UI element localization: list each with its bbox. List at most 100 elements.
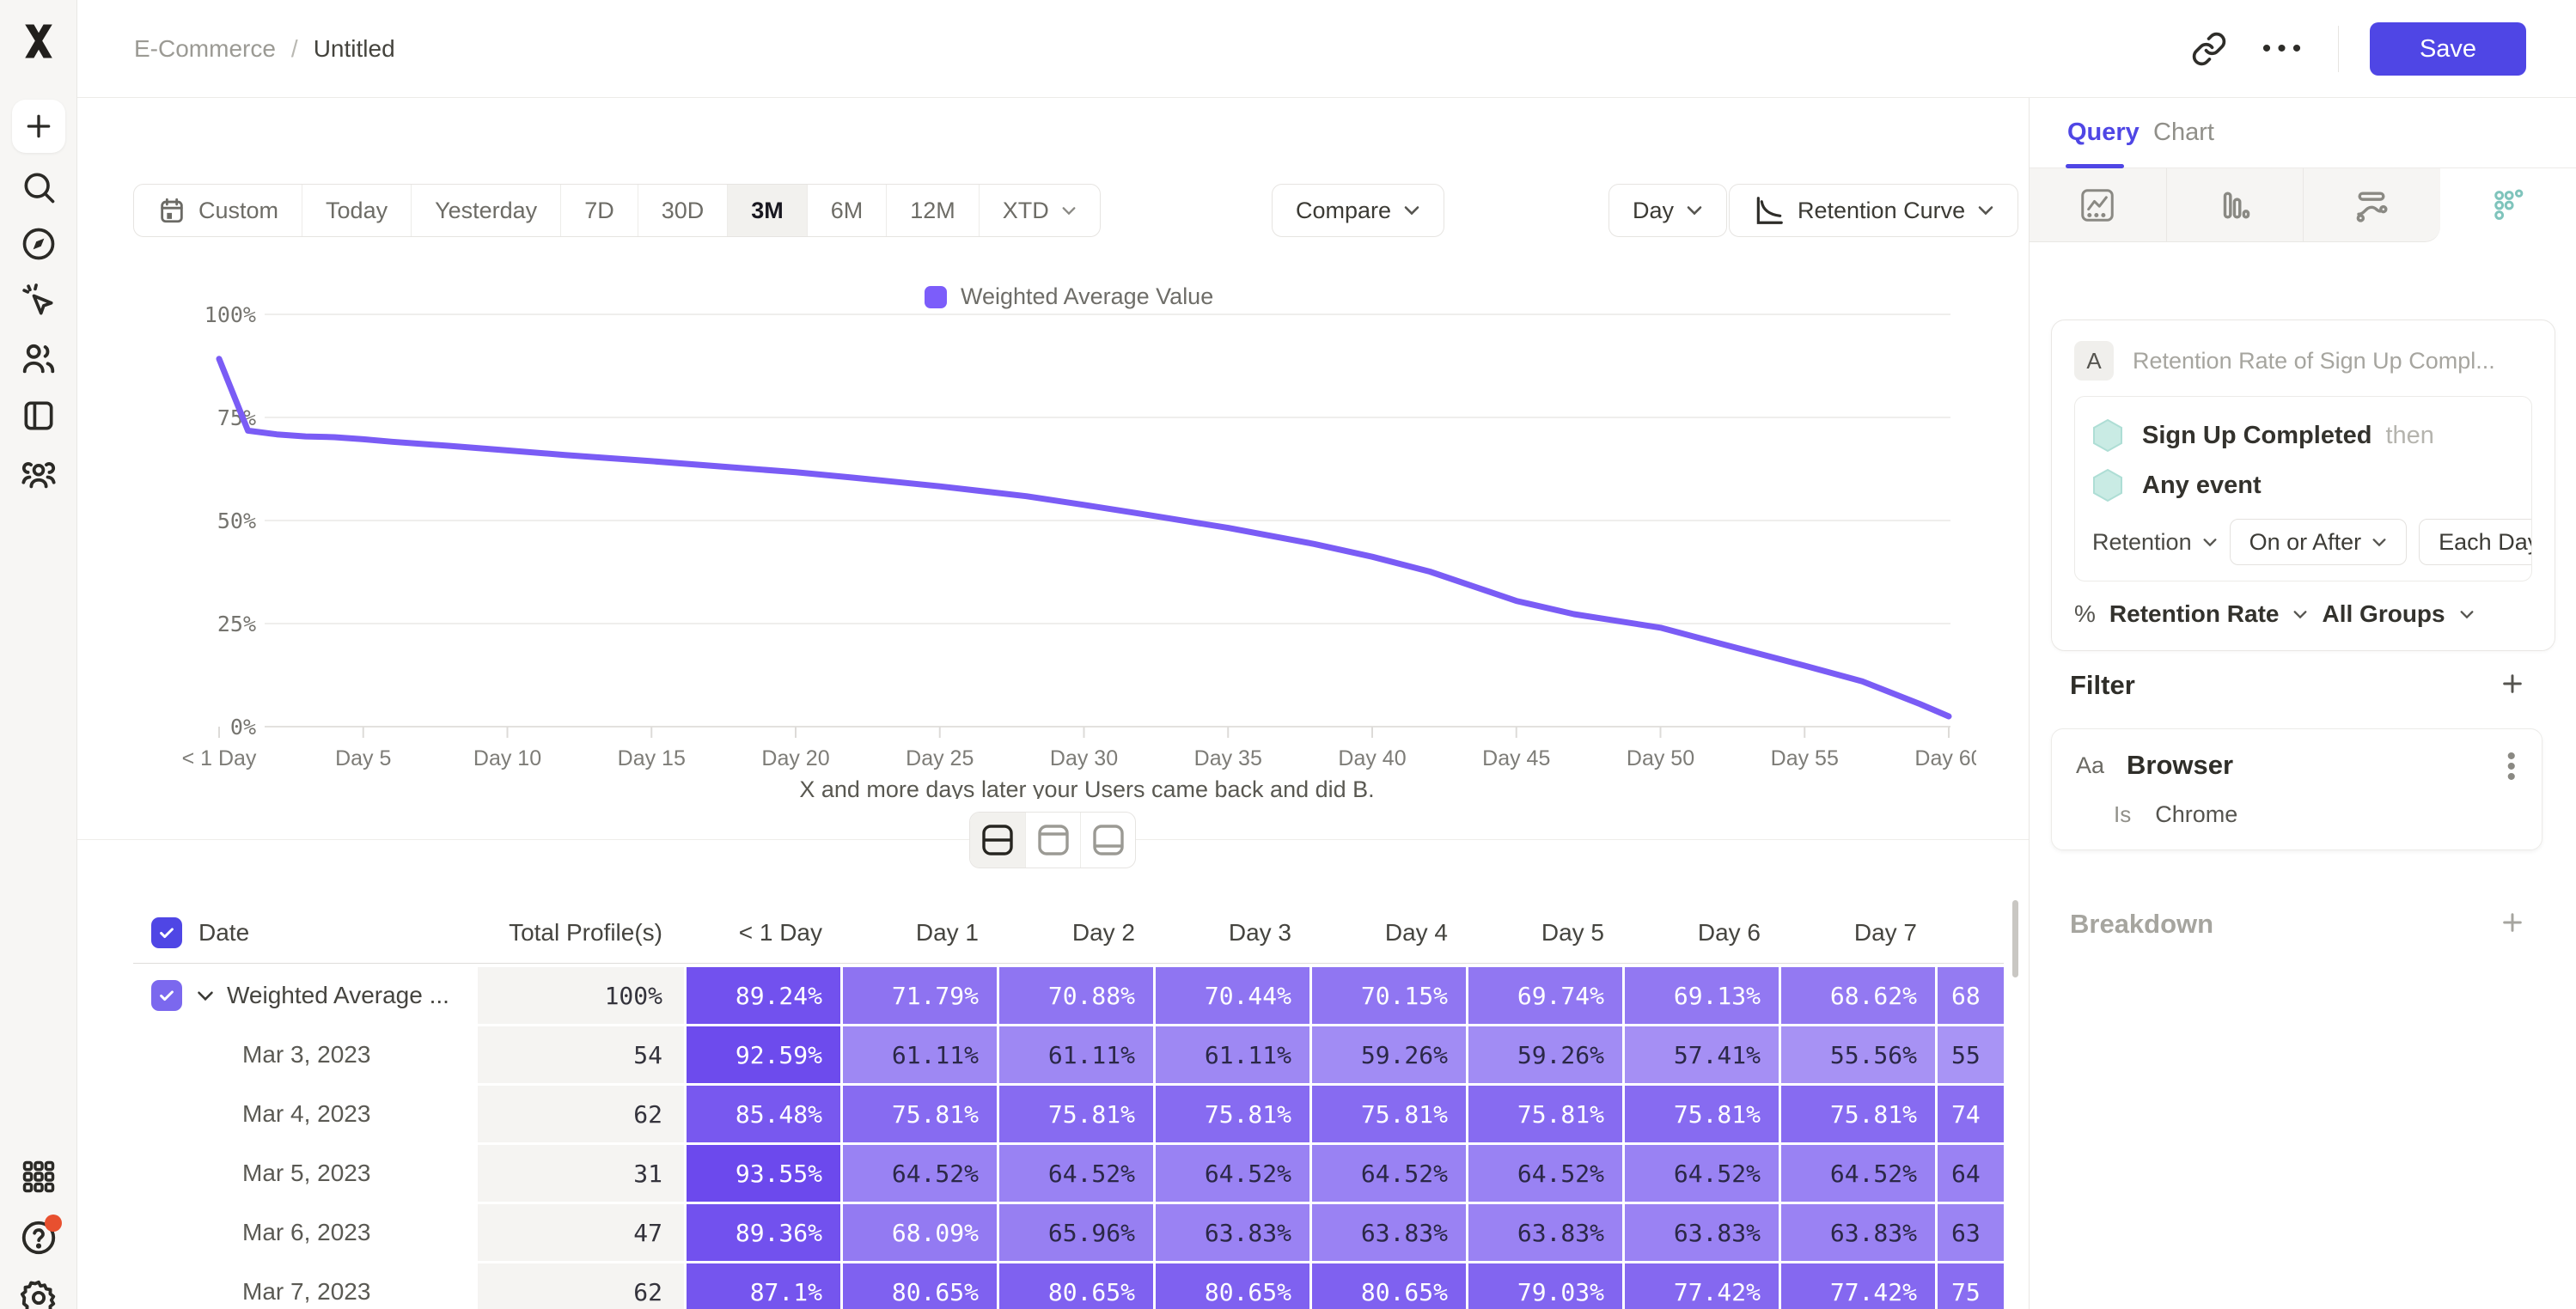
- retention-cell-clipped[interactable]: 75: [1938, 1263, 2004, 1309]
- retention-cell[interactable]: 70.44%: [1156, 967, 1309, 1024]
- range-7d[interactable]: 7D: [560, 185, 638, 236]
- retention-cell[interactable]: 80.65%: [843, 1263, 997, 1309]
- retention-cell[interactable]: 68.62%: [1781, 967, 1935, 1024]
- insight-type-flow[interactable]: [2304, 168, 2440, 242]
- retention-cell-clipped[interactable]: 63: [1938, 1204, 2004, 1261]
- retention-cell[interactable]: 70.88%: [999, 967, 1153, 1024]
- add-breakdown-button[interactable]: [2494, 904, 2531, 941]
- chart-type-button[interactable]: Retention Curve: [1729, 184, 2019, 237]
- retention-cell[interactable]: 59.26%: [1468, 1026, 1622, 1083]
- interval-dropdown[interactable]: Each Day: [2419, 519, 2531, 565]
- retention-type-dropdown[interactable]: Retention: [2092, 529, 2218, 556]
- insight-type-line[interactable]: [2030, 168, 2167, 242]
- chart-legend[interactable]: Weighted Average Value: [925, 283, 1213, 310]
- retention-cell[interactable]: 61.11%: [843, 1026, 997, 1083]
- select-all-checkbox[interactable]: [151, 916, 182, 948]
- insight-type-retention[interactable]: [2439, 168, 2576, 242]
- library-nav-button[interactable]: [20, 397, 58, 435]
- tab-chart[interactable]: Chart: [2153, 119, 2214, 146]
- range-today[interactable]: Today: [302, 185, 411, 236]
- settings-button[interactable]: [19, 1278, 58, 1309]
- range-30d[interactable]: 30D: [637, 185, 728, 236]
- more-actions-button[interactable]: •••: [2262, 27, 2307, 71]
- retention-cell[interactable]: 85.48%: [687, 1086, 840, 1142]
- retention-cell-clipped[interactable]: 55: [1938, 1026, 2004, 1083]
- retention-cell-clipped[interactable]: 64: [1938, 1145, 2004, 1202]
- retention-cell[interactable]: 80.65%: [1156, 1263, 1309, 1309]
- retention-cell[interactable]: 77.42%: [1781, 1263, 1935, 1309]
- operator-dropdown[interactable]: On or After: [2229, 519, 2408, 565]
- retention-cell[interactable]: 75.81%: [999, 1086, 1153, 1142]
- copy-link-button[interactable]: [2187, 27, 2231, 71]
- first-event-row[interactable]: Sign Up Completed then: [2092, 411, 2514, 460]
- second-event-row[interactable]: Any event: [2092, 460, 2514, 510]
- retention-cell[interactable]: 64.52%: [1625, 1145, 1779, 1202]
- retention-cell[interactable]: 79.03%: [1468, 1263, 1622, 1309]
- help-button[interactable]: [19, 1215, 62, 1257]
- breadcrumb-current[interactable]: Untitled: [313, 35, 395, 62]
- retention-cell[interactable]: 70.15%: [1312, 967, 1466, 1024]
- filter-property[interactable]: Browser: [2127, 750, 2234, 780]
- filter-value[interactable]: Chrome: [2155, 801, 2238, 827]
- retention-cell[interactable]: 63.83%: [1156, 1204, 1309, 1261]
- range-xtd[interactable]: XTD: [978, 185, 1100, 236]
- compare-button[interactable]: Compare: [1272, 184, 1445, 237]
- retention-cell[interactable]: 93.55%: [687, 1145, 840, 1202]
- retention-cell[interactable]: 63.83%: [1312, 1204, 1466, 1261]
- table-scrollbar[interactable]: [2012, 900, 2018, 977]
- retention-cell[interactable]: 65.96%: [999, 1204, 1153, 1261]
- retention-cell[interactable]: 80.65%: [1312, 1263, 1466, 1309]
- retention-cell[interactable]: 77.42%: [1625, 1263, 1779, 1309]
- retention-cell[interactable]: 75.81%: [1781, 1086, 1935, 1142]
- retention-cell[interactable]: 63.83%: [1468, 1204, 1622, 1261]
- retention-cell[interactable]: 63.83%: [1781, 1204, 1935, 1261]
- filter-card[interactable]: Aa Browser • • • Is Chrome: [2051, 728, 2542, 850]
- retention-cell[interactable]: 64.52%: [1468, 1145, 1622, 1202]
- breadcrumb-workspace[interactable]: E-Commerce: [134, 35, 276, 62]
- retention-curve-chart[interactable]: 100%75%50%25%0%< 1 Day Day 5 Day 10 Day 15 D…: [129, 301, 1976, 799]
- expand-row-button[interactable]: [196, 989, 215, 1002]
- retention-cell[interactable]: 71.79%: [843, 967, 997, 1024]
- retention-cell[interactable]: 87.1%: [687, 1263, 840, 1309]
- retention-cell[interactable]: 89.36%: [687, 1204, 840, 1261]
- retention-cell[interactable]: 59.26%: [1312, 1026, 1466, 1083]
- retention-cell[interactable]: 63.83%: [1625, 1204, 1779, 1261]
- filter-operator[interactable]: Is: [2114, 801, 2132, 827]
- retention-cell[interactable]: 75.81%: [843, 1086, 997, 1142]
- range-custom[interactable]: Custom: [134, 185, 302, 236]
- filter-menu-button[interactable]: • • •: [2506, 742, 2516, 791]
- retention-cell-clipped[interactable]: 74: [1938, 1086, 2004, 1142]
- retention-cell[interactable]: 68.09%: [843, 1204, 997, 1261]
- new-insight-button[interactable]: [12, 100, 65, 153]
- range-3m[interactable]: 3M: [727, 185, 807, 236]
- search-nav-button[interactable]: [20, 168, 58, 206]
- range-yesterday[interactable]: Yesterday: [411, 185, 560, 236]
- retention-cell[interactable]: 64.52%: [999, 1145, 1153, 1202]
- retention-cell[interactable]: 64.52%: [1781, 1145, 1935, 1202]
- retention-cell[interactable]: 64.52%: [1312, 1145, 1466, 1202]
- save-button[interactable]: Save: [2370, 22, 2526, 76]
- range-12m[interactable]: 12M: [886, 185, 979, 236]
- retention-cell[interactable]: 69.74%: [1468, 967, 1622, 1024]
- retention-cell[interactable]: 55.56%: [1781, 1026, 1935, 1083]
- retention-cell[interactable]: 75.81%: [1625, 1086, 1779, 1142]
- row-checkbox[interactable]: [151, 980, 182, 1011]
- layout-top-view-button[interactable]: [1025, 813, 1080, 868]
- retention-cell[interactable]: 75.81%: [1312, 1086, 1466, 1142]
- insight-type-bar-chart[interactable]: [2166, 168, 2304, 242]
- query-title[interactable]: Retention Rate of Sign Up Compl...: [2133, 347, 2495, 374]
- retention-cell[interactable]: 92.59%: [687, 1026, 840, 1083]
- granularity-button[interactable]: Day: [1608, 184, 1728, 237]
- retention-cell[interactable]: 69.13%: [1625, 967, 1779, 1024]
- tab-query[interactable]: Query: [2067, 119, 2140, 146]
- events-nav-button[interactable]: [20, 282, 58, 320]
- cohorts-nav-button[interactable]: [19, 455, 58, 495]
- measure-dropdown[interactable]: Retention Rate: [2109, 600, 2280, 627]
- retention-cell-clipped[interactable]: 68: [1938, 967, 2004, 1024]
- layout-split-view-button[interactable]: [970, 813, 1025, 868]
- groups-dropdown[interactable]: All Groups: [2322, 600, 2445, 627]
- retention-cell[interactable]: 64.52%: [843, 1145, 997, 1202]
- add-filter-button[interactable]: [2494, 665, 2531, 703]
- apps-nav-button[interactable]: [20, 1158, 58, 1196]
- retention-cell[interactable]: 75.81%: [1156, 1086, 1309, 1142]
